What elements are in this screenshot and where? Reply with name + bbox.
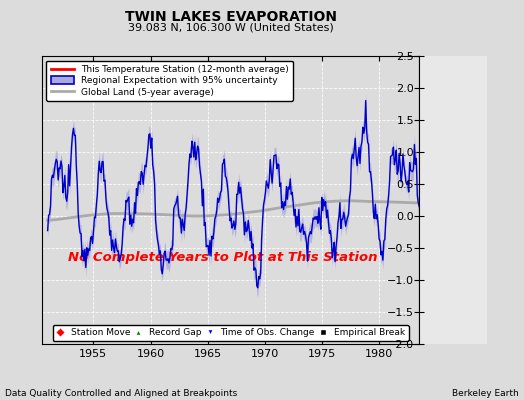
Text: Berkeley Earth: Berkeley Earth bbox=[452, 389, 519, 398]
Text: TWIN LAKES EVAPORATION: TWIN LAKES EVAPORATION bbox=[125, 10, 336, 24]
Legend: Station Move, Record Gap, Time of Obs. Change, Empirical Break: Station Move, Record Gap, Time of Obs. C… bbox=[52, 325, 409, 341]
Text: 39.083 N, 106.300 W (United States): 39.083 N, 106.300 W (United States) bbox=[128, 22, 333, 32]
Text: No Complete Years to Plot at This Station: No Complete Years to Plot at This Statio… bbox=[68, 251, 378, 264]
Text: Data Quality Controlled and Aligned at Breakpoints: Data Quality Controlled and Aligned at B… bbox=[5, 389, 237, 398]
